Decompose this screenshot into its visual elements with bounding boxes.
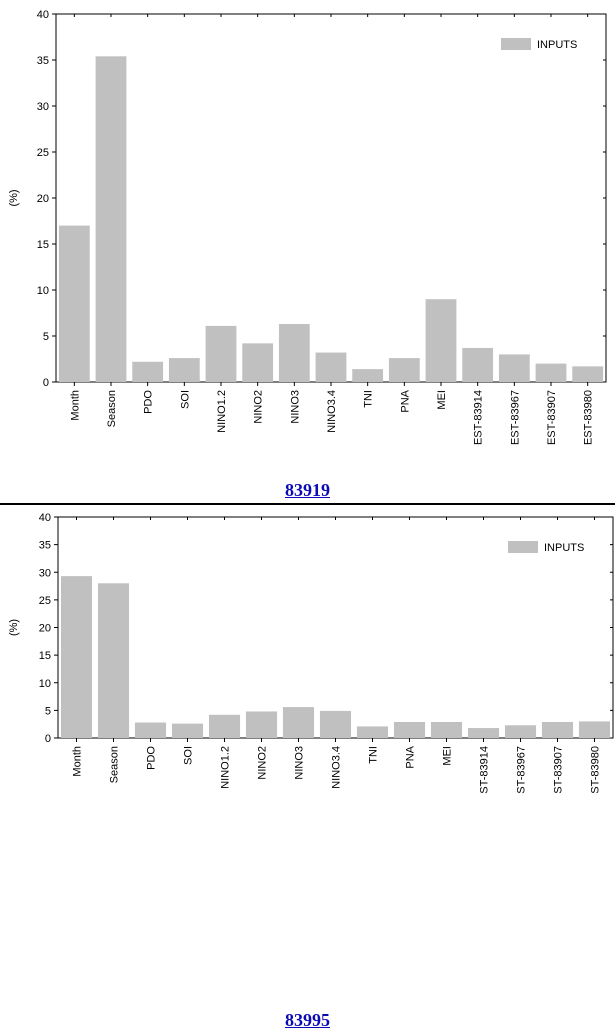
bar-pdo	[134, 722, 167, 738]
y-axis-label: (%)	[8, 189, 20, 206]
y-tick-label: 40	[39, 512, 51, 524]
x-category-label: Month	[72, 746, 84, 777]
bar-chart-83919: 0 5 10 15 20 25 30 35 40 (%) Month Season PDO SOI NINO…	[8, 9, 607, 445]
x-category-label: TNI	[363, 390, 375, 408]
x-category-label: NINO2	[257, 746, 269, 780]
x-category-label: SOI	[183, 746, 195, 765]
x-category-label: MEI	[436, 390, 448, 410]
x-category-label: ST-83907	[553, 746, 565, 794]
y-tick-label: 25	[39, 595, 51, 607]
bar-nino2	[245, 711, 278, 738]
y-tick-label: 0	[45, 733, 51, 745]
x-category-label: ST-83980	[590, 746, 602, 794]
legend-swatch	[501, 38, 531, 50]
x-category-label: EST-83914	[473, 390, 485, 445]
bar-st-83914	[467, 728, 500, 738]
x-category-label: EST-83907	[546, 390, 558, 445]
y-tick-label: 20	[37, 193, 49, 205]
bar-nino3	[282, 707, 315, 738]
y-tick-label: 5	[43, 331, 49, 343]
chart-caption-83995: 83995	[285, 1010, 330, 1030]
bar-est-83980	[572, 366, 604, 382]
x-category-label: NINO1.2	[216, 390, 228, 433]
plot-frame	[55, 13, 607, 383]
bar-season	[95, 56, 127, 382]
y-tick-label: 30	[37, 101, 49, 113]
y-tick-label: 15	[39, 650, 51, 662]
x-category-label: NINO3	[294, 746, 306, 780]
x-category-label: NINO1.2	[220, 746, 232, 789]
bar-pna	[388, 358, 420, 382]
bar-chart-83995: 0 5 10 15 20 25 30 35 40 (%) Month Season PDO SOI NINO…	[8, 512, 614, 794]
x-category-label: EST-83967	[509, 390, 521, 445]
bar-month	[58, 225, 90, 382]
legend-label: INPUTS	[537, 39, 577, 51]
bar-tni	[356, 726, 389, 738]
y-tick-label: 20	[39, 623, 51, 635]
chart-panel-83919: 0 5 10 15 20 25 30 35 40 (%) Month Season PDO SOI NINO…	[0, 0, 615, 505]
y-tick-label: 30	[39, 567, 51, 579]
x-category-label: SOI	[179, 390, 191, 409]
x-category-label: MEI	[442, 746, 454, 766]
legend-label: INPUTS	[544, 542, 584, 554]
bar-nino1-2	[205, 325, 237, 382]
y-tick-label: 25	[37, 147, 49, 159]
x-category-label: TNI	[368, 746, 380, 764]
bar-mei	[425, 299, 457, 382]
x-category-label: Season	[109, 746, 121, 783]
bar-pna	[393, 721, 426, 738]
bar-season	[97, 583, 130, 738]
panel-divider	[0, 503, 615, 505]
bar-nino3-4	[315, 352, 347, 382]
bar-tni	[352, 369, 384, 382]
legend-swatch	[508, 541, 538, 553]
bar-nino2	[242, 343, 274, 382]
bar-soi	[171, 723, 204, 738]
bar-nino3-4	[319, 710, 352, 738]
chart-panel-83995: 0 5 10 15 20 25 30 35 40 (%) Month Season PDO SOI NINO…	[0, 505, 615, 1035]
x-category-label: PNA	[399, 389, 411, 412]
y-tick-label: 35	[39, 540, 51, 552]
chart-caption-83919: 83919	[285, 480, 330, 500]
y-tick-label: 5	[45, 705, 51, 717]
y-tick-label: 10	[39, 678, 51, 690]
bar-est-83914	[462, 347, 494, 382]
y-axis-label: (%)	[8, 619, 20, 636]
x-category-label: NINO3.4	[326, 390, 338, 433]
y-tick-label: 10	[37, 285, 49, 297]
x-category-label: PNA	[405, 745, 417, 768]
x-category-label: PDO	[146, 746, 158, 770]
bar-soi	[168, 358, 200, 382]
bar-st-83907	[541, 721, 574, 738]
bar-pdo	[132, 361, 164, 382]
bar-st-83967	[504, 725, 537, 738]
x-category-label: Month	[69, 390, 81, 421]
bar-month	[60, 576, 93, 738]
y-tick-label: 35	[37, 55, 49, 67]
bar-st-83980	[578, 721, 611, 738]
x-category-label: PDO	[143, 390, 155, 414]
y-tick-label: 0	[43, 377, 49, 389]
x-category-label: Season	[106, 390, 118, 427]
x-category-label: ST-83914	[479, 746, 491, 794]
bar-nino3	[278, 324, 310, 382]
y-tick-label: 40	[37, 9, 49, 21]
bar-est-83907	[535, 363, 567, 382]
bar-mei	[430, 721, 463, 738]
bar-nino1-2	[208, 714, 241, 738]
x-category-label: ST-83967	[516, 746, 528, 794]
x-category-label: NINO3	[289, 390, 301, 424]
y-tick-label: 15	[37, 239, 49, 251]
x-category-label: NINO3.4	[331, 746, 343, 789]
x-category-label: NINO2	[253, 390, 265, 424]
bar-est-83967	[498, 354, 530, 382]
x-category-label: EST-83980	[583, 390, 595, 445]
